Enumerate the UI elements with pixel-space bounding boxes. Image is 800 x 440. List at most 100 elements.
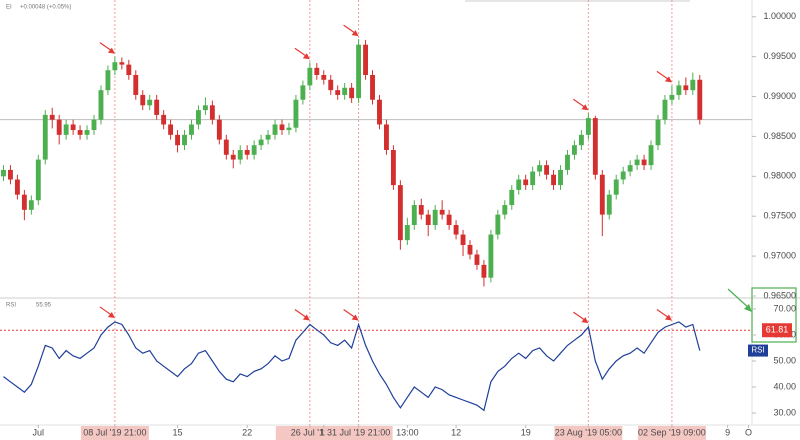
candle-body <box>112 62 118 71</box>
candle-body <box>592 118 598 175</box>
candle-body <box>300 85 306 100</box>
candle-body <box>98 90 104 120</box>
annotation-arrow-head <box>581 104 589 111</box>
candle-body <box>1 169 6 177</box>
candle-body <box>258 139 264 146</box>
candle-body <box>244 149 250 155</box>
x-tick-label: O <box>745 427 752 437</box>
pane-title: RSI <box>6 303 16 309</box>
candle-body <box>502 205 508 215</box>
x-tick-label: 12 <box>451 427 461 437</box>
annotation-arrow-head <box>664 76 672 83</box>
candle-body <box>154 99 160 115</box>
candle-body <box>390 149 396 186</box>
y-tick-label: 50.00 <box>773 355 796 365</box>
candle-body <box>669 94 675 100</box>
legend-badge <box>748 344 768 357</box>
candle-body <box>404 224 410 241</box>
candle-body <box>683 85 689 91</box>
candle-body <box>488 234 494 278</box>
annotation-arrow-head <box>302 314 310 321</box>
candle-body <box>182 134 187 146</box>
y-tick-label: 0.96500 <box>763 290 796 300</box>
candle-body <box>690 79 696 91</box>
candle-body <box>439 209 445 215</box>
candle-body <box>251 145 257 155</box>
annotation-arrow-head <box>351 314 359 321</box>
candle-body <box>209 105 215 120</box>
candle-body <box>237 149 243 160</box>
candle-body <box>307 67 313 86</box>
candle-body <box>418 205 424 215</box>
y-tick-label: 0.97500 <box>763 211 796 221</box>
candle-body <box>537 165 543 172</box>
candle-body <box>565 154 570 170</box>
candle-body <box>84 130 90 135</box>
candle-body <box>349 87 355 99</box>
candle-body <box>662 99 668 120</box>
x-tick-label: 22 <box>242 427 252 437</box>
candle-body <box>293 99 299 128</box>
annotation-arrow-head <box>351 30 359 37</box>
toolbar-edge <box>465 0 690 2</box>
candle-body <box>558 169 563 186</box>
annotation-arrow-head <box>107 47 115 54</box>
rsi-line <box>3 321 701 412</box>
x-tick-label: Jul <box>33 427 45 437</box>
candle-body <box>641 159 647 166</box>
candle-body <box>216 119 222 140</box>
candle-body <box>56 119 62 135</box>
candle-body <box>432 209 438 225</box>
level-label-box <box>762 323 792 338</box>
y-tick-label: 0.98500 <box>763 131 796 141</box>
highlight-arrow <box>727 288 751 310</box>
candle-body <box>147 99 153 106</box>
x-tick-label: 23 Aug '19 05:00 <box>555 427 622 437</box>
y-tick-label: 40.00 <box>773 381 796 391</box>
y-tick-label: 1.00000 <box>763 11 796 21</box>
candle-body <box>21 194 27 210</box>
candle-body <box>119 62 125 65</box>
candle-body <box>175 134 180 146</box>
candle-body <box>14 179 20 195</box>
x-tick-label: 26 Jul '19 <box>291 427 329 437</box>
y-tick-label: 0.99500 <box>763 51 796 61</box>
candle-body <box>133 74 139 95</box>
pane-subtitle: 55.95 <box>36 303 52 309</box>
candle-body <box>168 124 174 135</box>
x-tick-label: 15 <box>173 427 183 437</box>
candle-body <box>516 179 522 190</box>
candle-body <box>140 94 146 106</box>
candle-body <box>265 134 271 140</box>
x-tick-label: 08 Jul '19 21:00 <box>83 427 146 437</box>
x-tick-label: 9 <box>725 427 730 437</box>
x-label-highlight <box>554 426 623 440</box>
candle-body <box>397 185 403 241</box>
candle-body <box>77 130 83 135</box>
candle-body <box>467 244 473 255</box>
candle-body <box>425 214 431 225</box>
x-label-highlight <box>324 426 393 440</box>
legend-label: RSI <box>751 346 764 355</box>
candle-body <box>474 254 480 265</box>
candle-body <box>105 70 111 91</box>
x-tick-label: 13:00 <box>396 427 419 437</box>
candle-body <box>481 264 487 278</box>
candle-body <box>342 87 348 95</box>
pane-title: EI <box>6 5 12 11</box>
candle-body <box>578 134 584 146</box>
candle-body <box>572 145 577 155</box>
y-tick-label: 30.00 <box>773 407 796 417</box>
candle-body <box>411 205 417 225</box>
candle-body <box>196 110 201 125</box>
pane-subtitle: +0.00048 (+0.05%) <box>20 5 71 11</box>
candle-body <box>70 124 76 131</box>
highlight-box <box>751 287 797 343</box>
candle-body <box>446 214 452 225</box>
candle-body <box>28 200 34 210</box>
candle-body <box>8 169 13 180</box>
candle-body <box>606 194 612 215</box>
candle-body <box>551 174 556 186</box>
candle-body <box>460 234 466 245</box>
